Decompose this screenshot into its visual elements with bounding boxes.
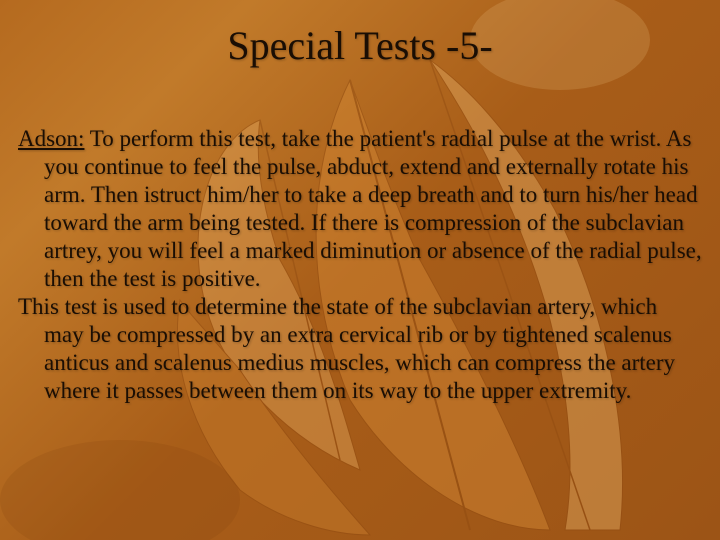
paragraph-1-text: To perform this test, take the patient's…	[44, 126, 702, 291]
paragraph-2-text: This test is used to determine the state…	[18, 294, 675, 403]
paragraph-2: This test is used to determine the state…	[18, 293, 702, 405]
paragraph-1: Adson: To perform this test, take the pa…	[18, 125, 702, 293]
slide: Special Tests -5- Adson: To perform this…	[0, 0, 720, 540]
slide-title: Special Tests -5-	[0, 22, 720, 69]
slide-body: Adson: To perform this test, take the pa…	[18, 125, 702, 405]
adson-lead: Adson:	[18, 126, 84, 151]
